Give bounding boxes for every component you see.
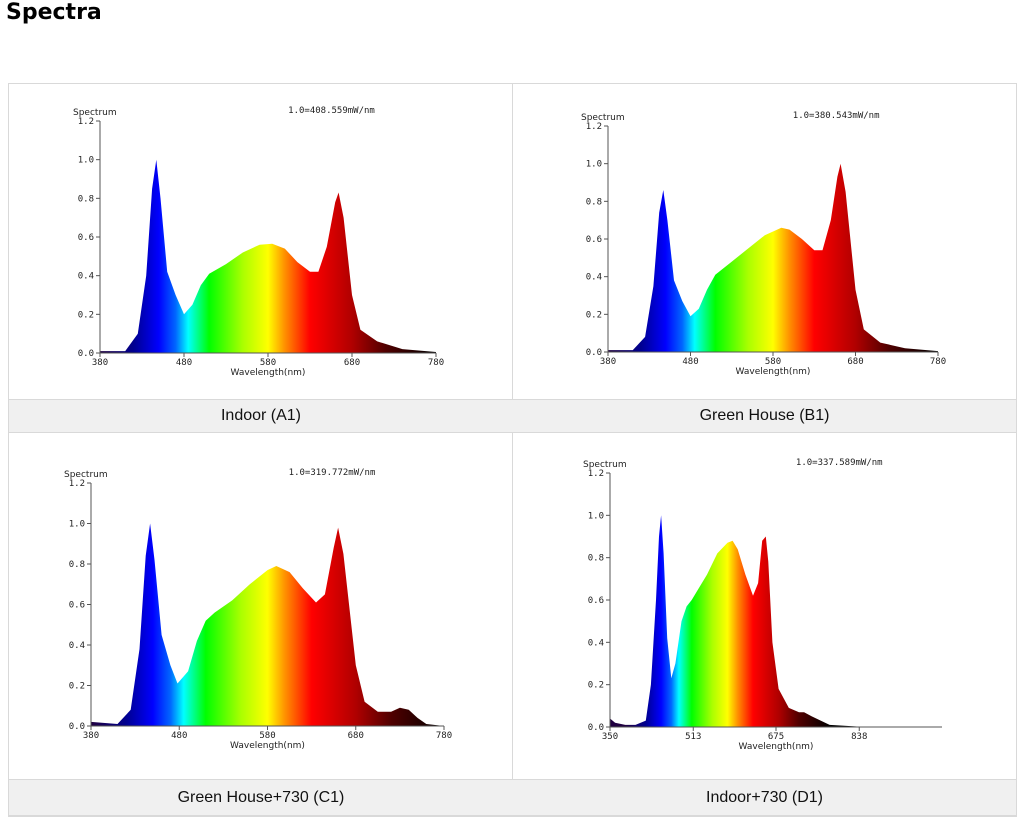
y-tick-label: 1.2 — [69, 479, 85, 489]
y-tick-label: 1.0 — [69, 520, 85, 530]
y-tick-label: 0.6 — [69, 601, 85, 611]
x-tick-label: 780 — [428, 358, 444, 368]
page-title: Spectra — [6, 0, 102, 25]
spectrum-area — [100, 159, 436, 353]
x-tick-label: 838 — [851, 732, 867, 742]
caption-a1: Indoor (A1) — [9, 399, 513, 433]
y-tick-label: 0.4 — [69, 641, 85, 651]
x-tick-label: 513 — [685, 732, 701, 742]
power-annotation: 1.0=337.589mW/nm — [796, 458, 883, 468]
y-axis-label: Spectrum — [581, 113, 625, 123]
y-tick-label: 1.2 — [78, 117, 94, 127]
y-tick-label: 1.0 — [586, 160, 602, 170]
x-tick-label: 675 — [768, 732, 784, 742]
y-axis-label: Spectrum — [64, 470, 108, 480]
chart-cell-d1: 0.0 0.2 0.4 0.6 0.8 1.0 1.2 350 513 675 838 Spectru… — [513, 433, 1016, 779]
y-tick-label: 0.8 — [588, 554, 604, 564]
y-tick-label: 0.8 — [586, 197, 602, 207]
x-axis-label: Wavelength(nm) — [231, 368, 306, 378]
y-tick-label: 0.0 — [586, 348, 602, 358]
x-tick-label: 680 — [344, 358, 360, 368]
y-tick-label: 1.0 — [78, 156, 94, 166]
spectrum-chart-a1: 0.0 0.2 0.4 0.6 0.8 1.0 1.2 380 480 580 680 780 Spec… — [73, 106, 444, 378]
x-axis-label: Wavelength(nm) — [739, 742, 814, 752]
x-tick-label: 380 — [92, 358, 108, 368]
x-tick-label: 680 — [847, 357, 863, 367]
x-tick-label: 780 — [930, 357, 946, 367]
x-tick-label: 480 — [176, 358, 192, 368]
y-tick-label: 0.4 — [586, 273, 602, 283]
caption-c1: Green House+730 (C1) — [9, 779, 513, 816]
power-annotation: 1.0=408.559mW/nm — [288, 106, 375, 116]
x-axis-label: Wavelength(nm) — [736, 367, 811, 377]
x-tick-label: 680 — [348, 731, 364, 741]
chart-cell-b1: 0.0 0.2 0.4 0.6 0.8 1.0 1.2 380 480 580 680 780 Spec… — [513, 84, 1016, 399]
x-tick-label: 580 — [765, 357, 781, 367]
y-tick-label: 0.8 — [69, 560, 85, 570]
x-axis-label: Wavelength(nm) — [230, 741, 305, 751]
chart-cell-c1: 0.0 0.2 0.4 0.6 0.8 1.0 1.2 380 480 580 680 780 Spec… — [9, 433, 513, 779]
spectrum-chart-b1: 0.0 0.2 0.4 0.6 0.8 1.0 1.2 380 480 580 680 780 Spec… — [581, 111, 946, 377]
y-tick-label: 0.6 — [78, 233, 94, 243]
caption-b1: Green House (B1) — [513, 399, 1016, 433]
power-annotation: 1.0=380.543mW/nm — [793, 111, 880, 121]
y-tick-label: 0.0 — [78, 349, 94, 359]
spectrum-area — [608, 163, 938, 352]
y-tick-label: 0.4 — [588, 638, 604, 648]
y-tick-label: 1.2 — [586, 122, 602, 132]
y-axis-label: Spectrum — [583, 460, 627, 470]
y-tick-label: 0.2 — [586, 310, 602, 320]
spectrum-area — [610, 515, 942, 727]
x-tick-label: 780 — [436, 731, 452, 741]
x-tick-label: 350 — [602, 732, 618, 742]
spectrum-chart-c1: 0.0 0.2 0.4 0.6 0.8 1.0 1.2 380 480 580 680 780 Spec… — [64, 468, 452, 751]
y-tick-label: 0.0 — [588, 723, 604, 733]
y-tick-label: 0.2 — [69, 682, 85, 692]
y-axis-label: Spectrum — [73, 108, 117, 118]
chart-cell-a1: 0.0 0.2 0.4 0.6 0.8 1.0 1.2 380 480 580 680 780 Spec… — [9, 84, 513, 399]
spectra-grid: 0.0 0.2 0.4 0.6 0.8 1.0 1.2 380 480 580 680 780 Spec… — [8, 83, 1017, 817]
y-tick-label: 0.6 — [588, 596, 604, 606]
y-tick-label: 0.0 — [69, 722, 85, 732]
y-tick-label: 0.6 — [586, 235, 602, 245]
x-tick-label: 480 — [682, 357, 698, 367]
x-tick-label: 480 — [171, 731, 187, 741]
caption-d1: Indoor+730 (D1) — [513, 779, 1016, 816]
y-tick-label: 0.4 — [78, 272, 94, 282]
x-tick-label: 580 — [260, 358, 276, 368]
y-tick-label: 1.2 — [588, 469, 604, 479]
y-tick-label: 1.0 — [588, 511, 604, 521]
y-tick-label: 0.2 — [588, 681, 604, 691]
spectrum-chart-d1: 0.0 0.2 0.4 0.6 0.8 1.0 1.2 350 513 675 838 Spectru… — [583, 458, 942, 752]
power-annotation: 1.0=319.772mW/nm — [289, 468, 376, 478]
x-tick-label: 380 — [600, 357, 616, 367]
y-tick-label: 0.8 — [78, 194, 94, 204]
spectrum-area — [91, 523, 444, 726]
x-tick-label: 380 — [83, 731, 99, 741]
y-tick-label: 0.2 — [78, 310, 94, 320]
x-tick-label: 580 — [259, 731, 275, 741]
